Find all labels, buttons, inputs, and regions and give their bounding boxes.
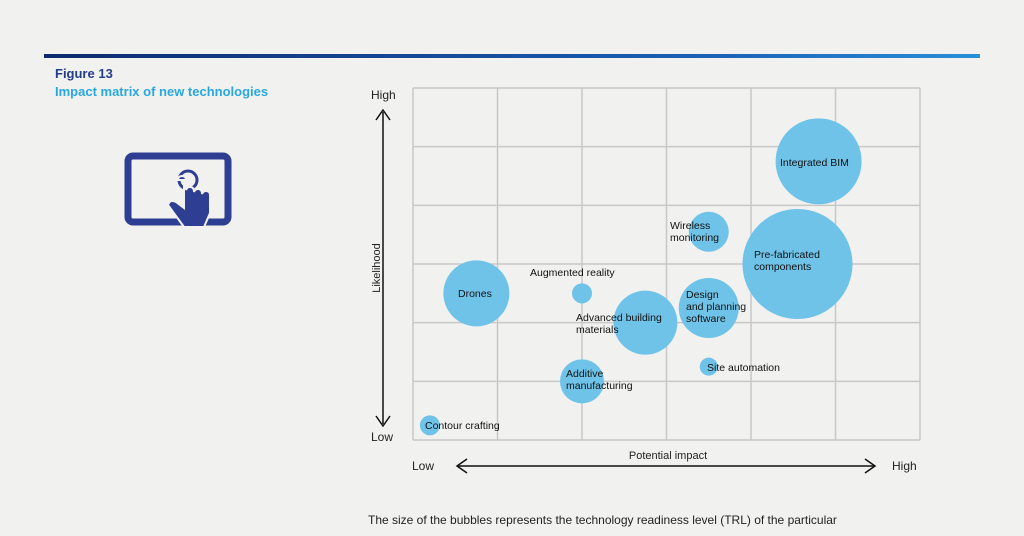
- bubble: [419, 415, 440, 436]
- top-rule: [44, 54, 980, 58]
- bubble: [775, 118, 862, 205]
- y-axis-label: Likelihood: [371, 243, 383, 293]
- x-high-label: High: [892, 459, 917, 473]
- y-axis-arrow: [375, 108, 391, 428]
- bubble-label: Design and planning software: [686, 289, 746, 325]
- bubble: [613, 290, 678, 355]
- figure-number: Figure 13: [55, 66, 113, 81]
- bubble: [560, 359, 604, 404]
- bubble: [742, 209, 853, 319]
- bubble-label: Wireless monitoring: [670, 220, 719, 244]
- bubble-label: Pre-fabricated components: [754, 249, 820, 273]
- x-axis-arrow: [455, 458, 877, 474]
- x-axis-label: Potential impact: [629, 450, 707, 462]
- bubble: [688, 211, 729, 252]
- bubbles: Integrated BIM Pre-fabricated components Wi…: [419, 118, 862, 436]
- x-low-label: Low: [412, 459, 434, 473]
- y-low-label: Low: [371, 430, 393, 444]
- touchscreen-tablet-hand-icon: [124, 152, 234, 243]
- y-high-label: High: [371, 88, 396, 102]
- bubble-label: Site automation: [707, 362, 780, 374]
- bubble-label: Contour crafting: [425, 420, 500, 432]
- bubble-label: Advanced building materials: [576, 312, 662, 336]
- bubble: [572, 283, 592, 304]
- bubble-label: Augmented reality: [530, 267, 615, 279]
- bubble: [443, 260, 510, 327]
- bubble-label: Additive manufacturing: [566, 368, 633, 392]
- figure-title: Impact matrix of new technologies: [55, 84, 269, 99]
- bubble-label: Drones: [458, 288, 492, 300]
- bubble-label: Integrated BIM: [780, 157, 849, 169]
- bubble: [699, 357, 718, 376]
- bubble: [678, 278, 739, 338]
- caption-text: The size of the bubbles represents the t…: [368, 513, 837, 527]
